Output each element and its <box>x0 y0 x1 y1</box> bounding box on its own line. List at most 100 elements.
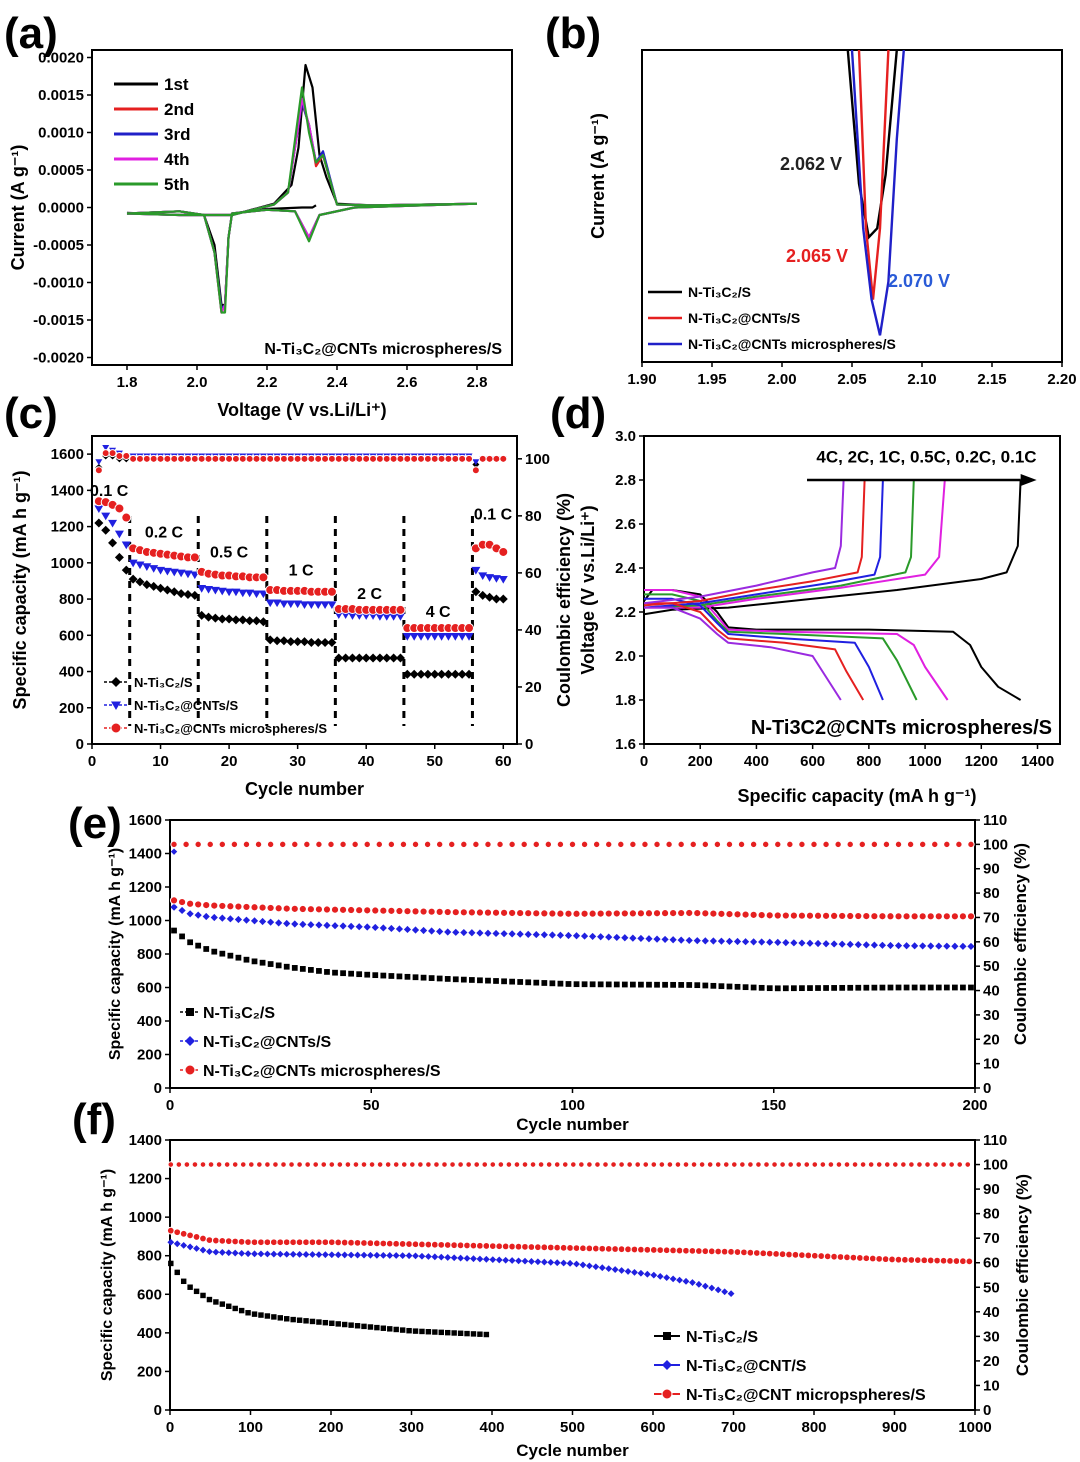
panel-e-series-2-point <box>267 918 275 926</box>
panel-c-series-1-point <box>382 653 392 663</box>
panel-f-series-2-point <box>173 1240 181 1248</box>
panel-d-series-3-charge <box>643 479 915 609</box>
panel-c-series-3-ce-point <box>389 454 398 463</box>
panel-e-series-3-point <box>435 907 444 916</box>
panel-c-series-1-point <box>402 669 412 679</box>
panel-c-series-1-point <box>430 669 440 679</box>
panel-e-series-3-point <box>419 907 428 916</box>
panel-f-series-3-point <box>939 1256 948 1265</box>
panel-e-series-1-point <box>718 983 725 990</box>
panel-f-series-2-point <box>276 1250 284 1258</box>
panel-c-series-2-point <box>409 633 419 641</box>
panel-c-series-1-point <box>320 638 330 648</box>
panel-f-series-3-point <box>746 1248 755 1257</box>
panel-f-series-3-point <box>450 1241 459 1250</box>
panel-c-series-3-ce-point <box>286 454 295 463</box>
panel-f-series-2-point <box>708 1284 716 1292</box>
panel-f-y2tick-label: 0 <box>983 1402 991 1419</box>
panel-e-series-3-point <box>322 905 332 914</box>
panel-f-series-3-ce-point <box>875 1161 883 1168</box>
panel-f-series-3-point <box>740 1248 748 1257</box>
panel-b-xtick-label: 1.95 <box>697 371 726 388</box>
panel-f-series-3-ce-point <box>883 1161 891 1168</box>
panel-e-series-1-point <box>316 968 322 974</box>
panel-f-series-3-point <box>617 1245 626 1254</box>
panel-a-legend-label: 4th <box>164 150 190 169</box>
panel-f-ytick-label: 0 <box>154 1402 162 1419</box>
panel-f-series-3-point <box>946 1257 954 1265</box>
panel-e-series-1-point <box>525 979 532 986</box>
panel-f-series-1-point <box>341 1321 348 1328</box>
panel-c-series-1-point <box>142 580 152 590</box>
panel-f-series-3-ce-point <box>513 1161 521 1168</box>
panel-c-series-1-point <box>485 592 495 602</box>
panel-a-ytick-label: -0.0020 <box>33 350 84 367</box>
panel-f-series-1-point <box>483 1331 490 1338</box>
panel-e-series-3-point <box>363 906 372 915</box>
panel-e-series-1-point <box>823 985 829 991</box>
panel-e-series-3-point <box>572 909 581 918</box>
panel-f-series-3-ce-point <box>803 1161 811 1168</box>
panel-f-series-3-ce-point <box>787 1161 794 1168</box>
panel-c-series-1-point <box>210 613 220 623</box>
panel-c-series-1-point <box>279 636 289 646</box>
panel-c-xtick-label: 60 <box>495 753 512 770</box>
panel-f-y2tick-label: 10 <box>983 1377 1000 1394</box>
panel-c-series-3-ce-point <box>334 454 343 463</box>
panel-f-series-3-point <box>250 1238 259 1247</box>
panel-e-series-3-point <box>660 909 670 918</box>
panel-e-series-3-ce-point <box>967 840 975 849</box>
panel-c-series-1-point <box>368 653 378 663</box>
panel-c-series-3-ce-point <box>101 449 110 458</box>
panel-e-series-3-ce-point <box>762 840 770 849</box>
panel-f-series-1-point <box>361 1323 367 1330</box>
panel-f-xtick-label: 100 <box>238 1419 263 1436</box>
panel-f-series-1-point <box>296 1317 303 1323</box>
panel-f-series-3-ce-point <box>521 1161 529 1168</box>
panel-f-series-3-ce-point <box>908 1161 915 1168</box>
panel-e-series-3-ce-point <box>955 840 963 849</box>
panel-f-legend-marker <box>662 1360 672 1370</box>
panel-e-series-2-point <box>403 925 412 934</box>
panel-c-series-1-point <box>395 653 405 663</box>
panel-c-series-2-point <box>258 590 268 599</box>
panel-c-ytick-label: 400 <box>59 664 84 681</box>
panel-c-ytick-label: 1200 <box>51 519 84 536</box>
panel-f-series-3-point <box>752 1249 761 1257</box>
panel-e-series-3-point <box>813 911 823 920</box>
panel-label-d: (d) <box>550 389 606 438</box>
panel-e-series-3-ce-point <box>520 840 528 849</box>
panel-e-series-3-point <box>741 910 750 919</box>
panel-f-series-2-point <box>315 1251 323 1259</box>
panel-c-series-3-ce-point <box>465 454 474 463</box>
panel-e-series-2-point <box>210 913 218 922</box>
panel-e-series-1-point <box>629 981 636 988</box>
panel-e-series-2-point <box>484 929 492 937</box>
panel-f-series-3-ce-point <box>634 1161 642 1168</box>
panel-e-series-3-ce-point <box>580 840 589 849</box>
panel-c-legend-label: N-Ti₃C₂@CNTs microspheres/S <box>134 721 327 736</box>
panel-f-series-1-point <box>277 1315 284 1321</box>
panel-c-legend-marker <box>111 701 121 710</box>
panel-e-series-1-point <box>380 972 387 979</box>
panel-e-series-3-point <box>427 907 436 916</box>
panel-e-series-3-ce-point <box>882 840 891 849</box>
panel-e-series-3-point <box>242 902 251 912</box>
panel-e-series-1-point <box>420 974 427 981</box>
panel-e-series-1-point <box>275 962 282 969</box>
panel-e-series-1-point <box>863 984 870 991</box>
panel-e-series-1-point <box>847 984 854 991</box>
panel-e-ytick-label: 1600 <box>129 812 162 829</box>
panel-e-series-1-point <box>903 984 910 991</box>
panel-c-series-1-point <box>286 637 296 647</box>
panel-c-series-1-point <box>265 635 275 645</box>
panel-f-series-3-point <box>791 1250 800 1259</box>
panel-c-frame <box>91 435 518 745</box>
panel-e-series-2-point <box>258 917 267 926</box>
panel-c-series-1-point <box>389 653 399 663</box>
panel-e-series-2-point <box>476 929 484 937</box>
panel-f-series-3-point <box>701 1247 710 1256</box>
panel-f-series-1-point <box>432 1329 438 1335</box>
panel-f-series-3-point <box>469 1241 478 1250</box>
panel-c-series-2-point <box>498 575 508 584</box>
